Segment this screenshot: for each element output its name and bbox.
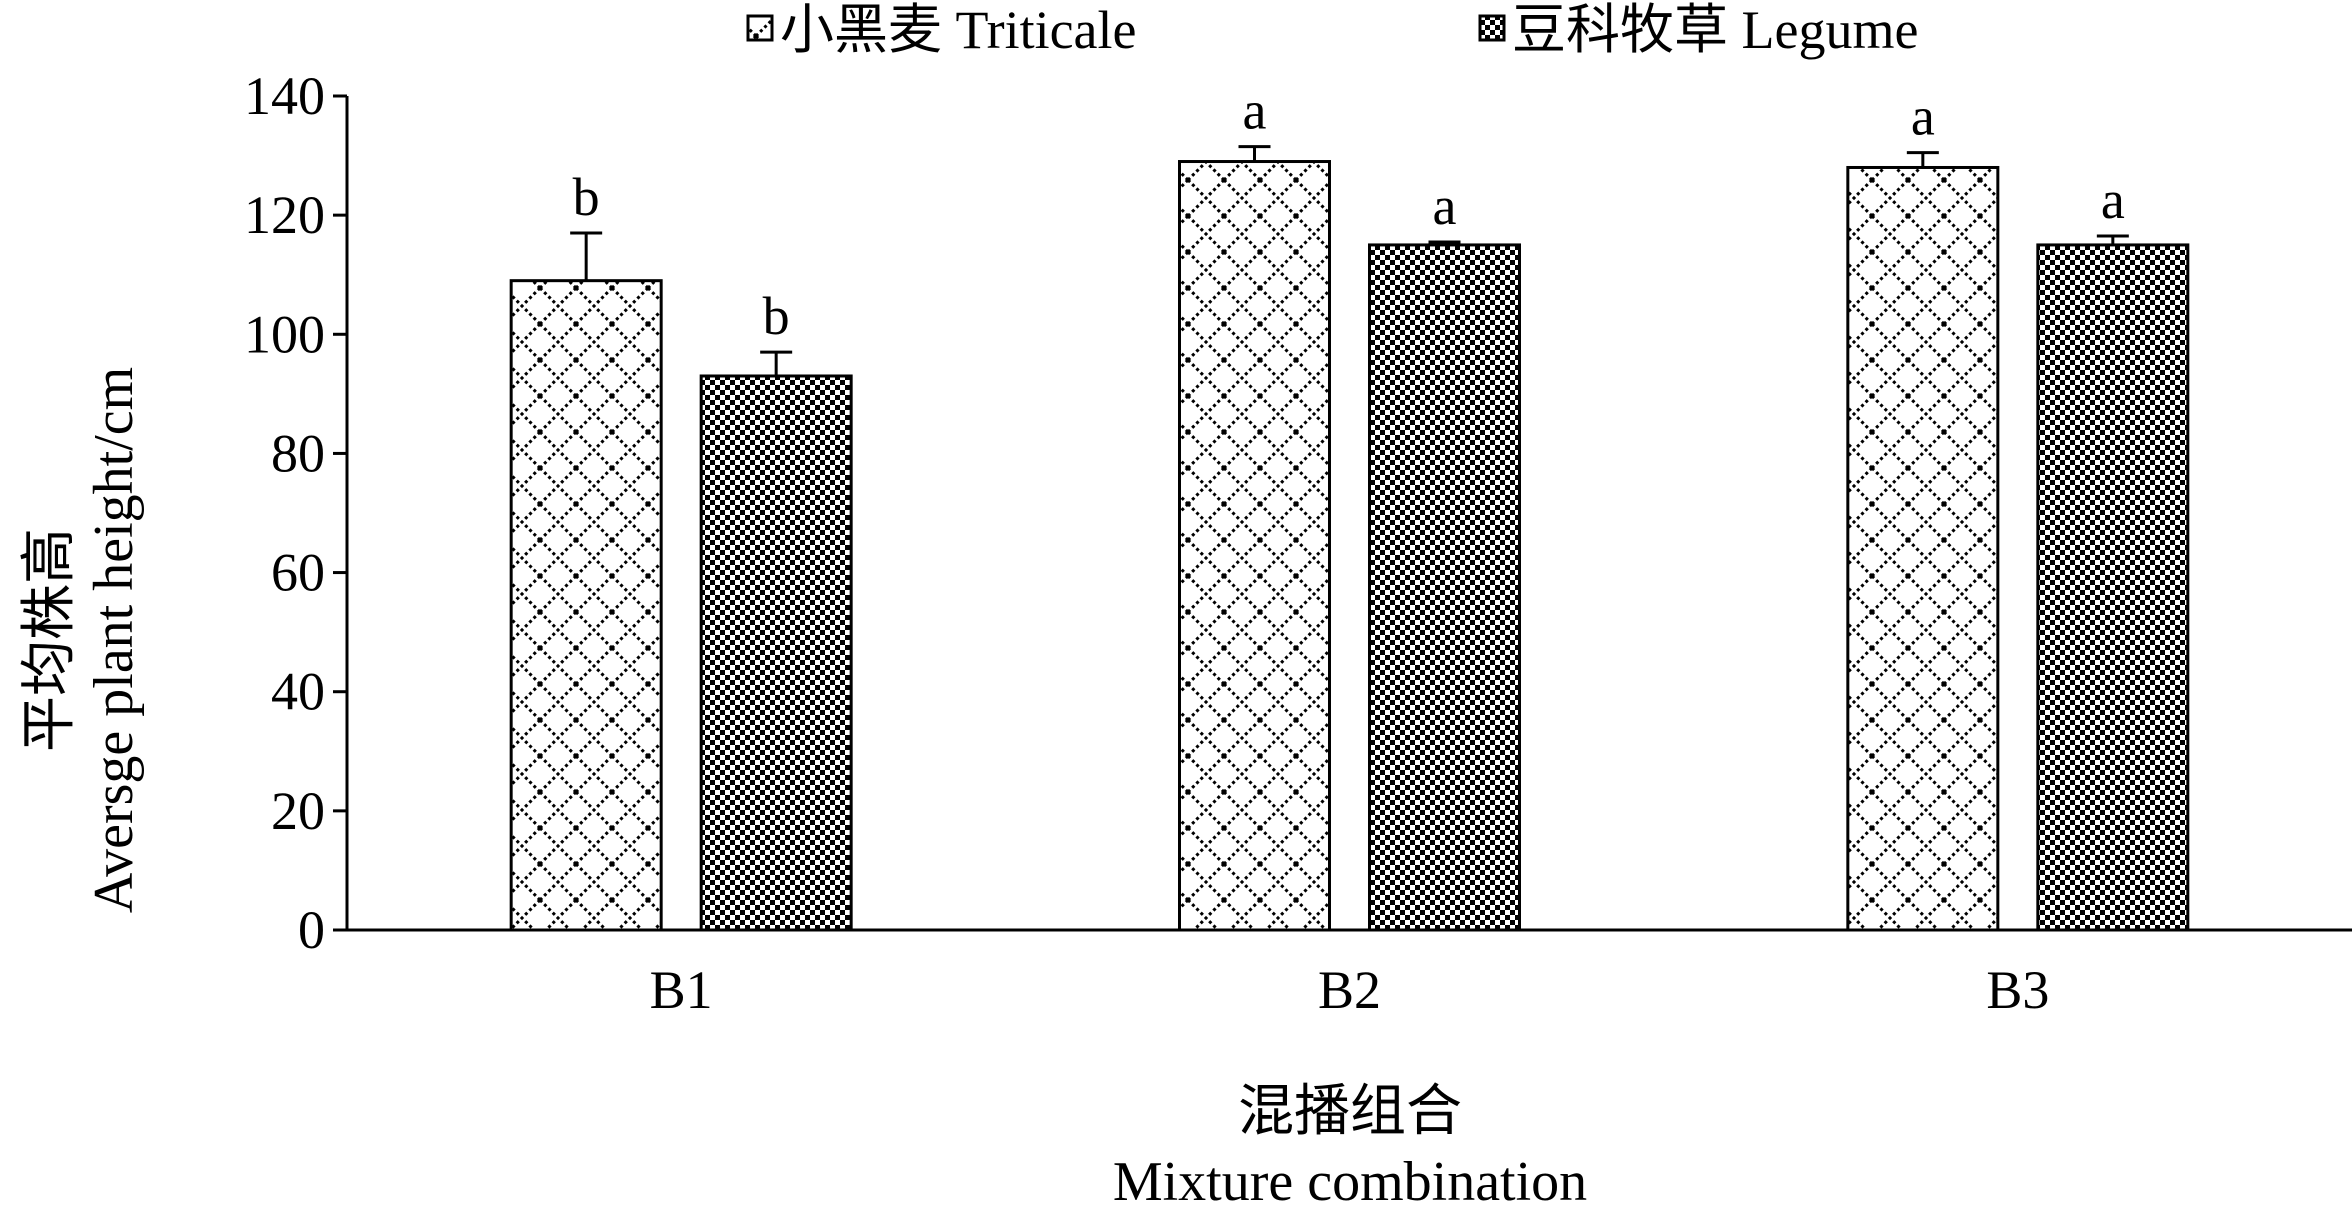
- bar-legume-b1: [699, 374, 853, 932]
- x-axis-title-en: Mixture combination: [1113, 1151, 1587, 1208]
- legend-item-legume: 豆科牧草 Legume: [1478, 0, 1918, 60]
- significance-label: a: [1433, 176, 1457, 236]
- legend-swatch-legume: [1478, 14, 1506, 42]
- bars: b b a a a a: [509, 81, 2190, 932]
- category-label-b1: B1: [650, 960, 713, 1020]
- legend-label-triticale: 小黑麦 Triticale: [780, 0, 1136, 60]
- y-axis-title: 平均株高 Aversge plant height/cm: [19, 367, 145, 913]
- category-label-b3: B3: [1986, 960, 2049, 1020]
- significance-label: b: [763, 286, 790, 346]
- bar-triticale-b1: [509, 279, 663, 932]
- bar-triticale-b2: [1178, 160, 1331, 932]
- y-tick-label: 140: [244, 66, 325, 126]
- y-axis-title-en: Aversge plant height/cm: [83, 367, 145, 913]
- y-tick-label: 120: [244, 185, 325, 245]
- category-label-b2: B2: [1318, 960, 1381, 1020]
- x-axis-title: 混播组合 Mixture combination: [1113, 1081, 1587, 1208]
- y-tick-label: 60: [271, 543, 325, 603]
- y-axis-title-cn: 平均株高: [19, 528, 81, 752]
- significance-label: a: [2101, 170, 2125, 230]
- x-axis-title-cn: 混播组合: [1238, 1081, 1462, 1143]
- significance-label: a: [1243, 81, 1267, 141]
- legend-label-legume: 豆科牧草 Legume: [1512, 0, 1918, 60]
- significance-label: a: [1911, 87, 1935, 147]
- y-tick-label: 100: [244, 304, 325, 364]
- y-tick-label: 80: [271, 423, 325, 483]
- legend: 小黑麦 Triticale 豆科牧草 Legume: [746, 0, 1918, 60]
- bar-triticale-b3: [1846, 165, 2000, 932]
- legend-item-triticale: 小黑麦 Triticale: [746, 0, 1136, 60]
- bar-legume-b3: [2036, 243, 2190, 932]
- bar-legume-b2: [1368, 243, 1521, 932]
- significance-label: b: [573, 167, 600, 227]
- y-tick-label: 40: [271, 662, 325, 722]
- y-tick-label: 0: [298, 900, 325, 960]
- legend-swatch-triticale: [746, 14, 774, 42]
- category-labels: B1 B2 B3: [650, 960, 2050, 1020]
- y-axis-ticks: 0 20 40 60 80 100 120 140: [244, 66, 347, 960]
- y-tick-label: 20: [271, 781, 325, 841]
